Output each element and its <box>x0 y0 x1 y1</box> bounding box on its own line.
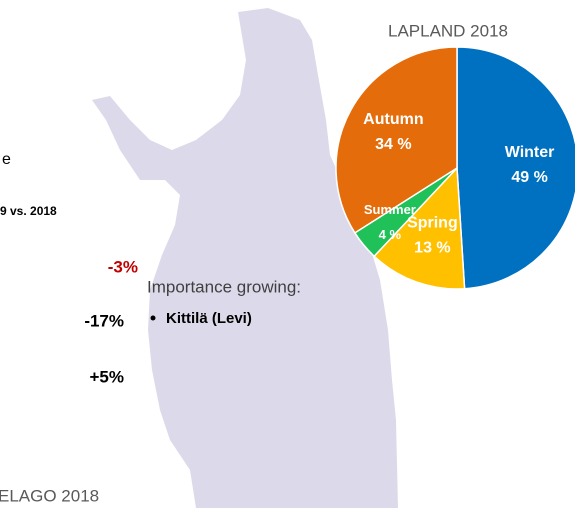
slice-value: 34 % <box>375 136 411 153</box>
slice-label: Spring <box>407 215 458 232</box>
change-value: -3% <box>108 257 138 276</box>
slice-label: Winter <box>505 144 555 161</box>
slice-value: 49 % <box>511 169 547 186</box>
bullet <box>150 315 156 321</box>
slice-value: 4 % <box>379 227 402 242</box>
bottom-title: ELAGO 2018 <box>0 486 99 505</box>
finland-map <box>92 8 398 508</box>
pie-slice <box>373 166 466 290</box>
slice-value: 13 % <box>414 240 450 257</box>
importance-heading: Importance growing: <box>147 277 301 296</box>
pie-slice <box>456 46 575 290</box>
pie-slice <box>335 46 458 234</box>
importance-item: Kittilä (Levi) <box>166 310 252 327</box>
change-value: -17% <box>84 311 124 330</box>
slice-label: Summer <box>364 202 416 217</box>
cut-heading: e <box>2 151 11 168</box>
comparison-label: 9 vs. 2018 <box>0 204 57 218</box>
slice-label: Autumn <box>363 111 423 128</box>
chart-title: LAPLAND 2018 <box>388 21 508 40</box>
change-value: +5% <box>90 367 125 386</box>
